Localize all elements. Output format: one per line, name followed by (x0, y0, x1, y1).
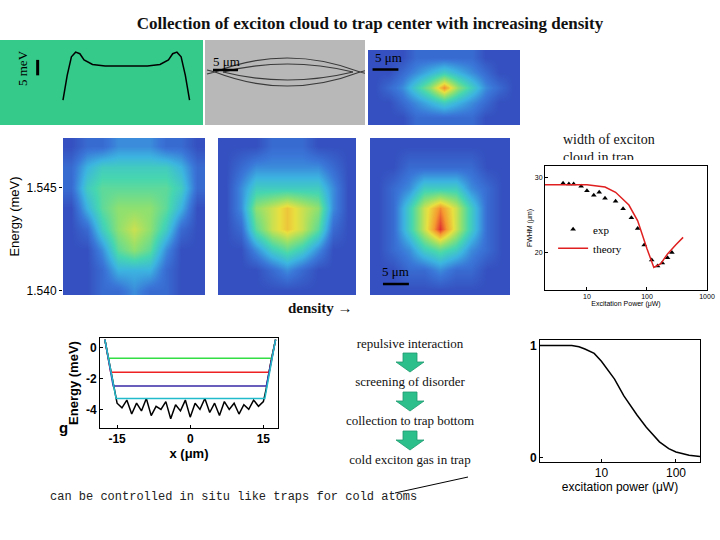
svg-text:Energy (meV): Energy (meV) (66, 341, 81, 425)
svg-text:exp: exp (593, 224, 609, 236)
svg-text:5 μm: 5 μm (382, 264, 409, 279)
svg-text:-2: -2 (86, 372, 97, 386)
svg-text:0: 0 (187, 432, 194, 446)
svg-text:20: 20 (535, 249, 543, 256)
svg-text:Excitation Power (μW): Excitation Power (μW) (591, 300, 660, 308)
svg-text:30: 30 (535, 174, 543, 181)
svg-text:100: 100 (666, 466, 686, 480)
svg-text:Energy (meV): Energy (meV) (7, 176, 22, 256)
svg-text:100: 100 (641, 293, 653, 300)
svg-text:1000: 1000 (699, 293, 715, 300)
html-text:width of exciton cloud in trap: width of exciton cloud in trap (563, 132, 655, 165)
svg-text:5 μm: 5 μm (375, 50, 402, 65)
html-text:screening of disorder: screening of disorder (355, 374, 465, 389)
svg-text:-4: -4 (86, 403, 97, 417)
svg-text:-15: -15 (108, 432, 126, 446)
svg-text:FWHM (μm): FWHM (μm) (526, 209, 534, 247)
svg-text:1: 1 (530, 339, 537, 353)
svg-text:0: 0 (530, 451, 537, 465)
svg-text:10: 10 (595, 466, 609, 480)
html-text:repulsive interaction: repulsive interaction (356, 336, 464, 351)
html-text:can be controlled in situ like: can be controlled in situ like traps for… (50, 490, 418, 504)
svg-text:x (μm): x (μm) (169, 446, 208, 461)
svg-text:15: 15 (257, 432, 271, 446)
svg-text:0: 0 (90, 341, 97, 355)
html-text:collection to trap bottom: collection to trap bottom (345, 413, 475, 428)
svg-text:1.540: 1.540 (27, 284, 57, 298)
svg-text:5 meV: 5 meV (15, 50, 30, 86)
svg-text:1.545: 1.545 (27, 181, 57, 195)
svg-text:excitation power (μW): excitation power (μW) (562, 480, 678, 494)
svg-text:theory: theory (593, 243, 622, 255)
svg-text:10: 10 (583, 293, 591, 300)
html-text:density →: density → (288, 300, 353, 316)
svg-text:5 μm: 5 μm (213, 54, 240, 69)
html-text:Collection of exciton cloud to: Collection of exciton cloud to trap cent… (136, 14, 604, 33)
svg-text:g: g (59, 419, 68, 436)
html-text:cold exciton gas in trap: cold exciton gas in trap (349, 452, 471, 467)
